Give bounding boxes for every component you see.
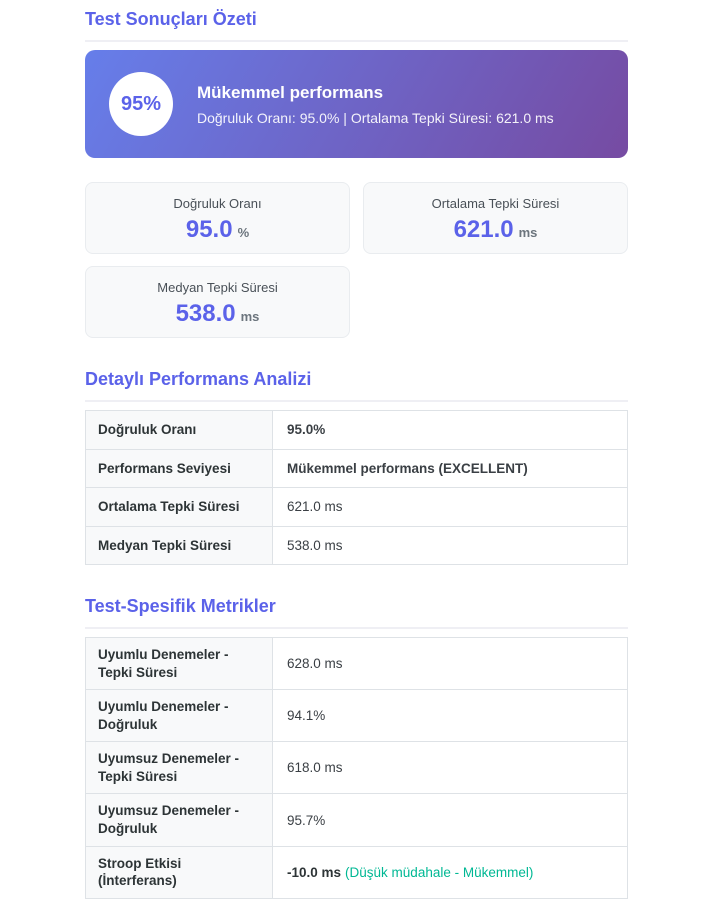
metric-card-accuracy: Doğruluk Oranı 95.0% [85,182,350,254]
metric-card-value: 621.0 [453,216,514,243]
table-row: Performans Seviyesi Mükemmel performans … [85,448,628,489]
metric-label: Uyumlu Denemeler - Doğruluk [85,689,273,743]
metric-card-unit: ms [518,225,538,240]
metric-value: 95.0% [272,410,628,450]
metric-value: Mükemmel performans (EXCELLENT) [272,448,628,489]
metric-value: 628.0 ms [272,637,628,691]
metric-card-unit: % [237,225,250,240]
table-row: Doğruluk Oranı 95.0% [85,410,628,450]
metric-value: 621.0 ms [272,487,628,527]
metric-value-composite: -10.0 ms (Düşük müdahale - Mükemmel) [272,845,628,899]
table-row: Uyumlu Denemeler - Tepki Süresi 628.0 ms [85,637,628,691]
metric-cards: Doğruluk Oranı 95.0% Ortalama Tepki Süre… [85,182,628,338]
table-row: Stroop Etkisi (İnterferans) -10.0 ms (Düş… [85,845,628,899]
performance-subline: Doğruluk Oranı: 95.0% | Ortalama Tepki S… [197,109,554,126]
metric-label: Uyumsuz Denemeler - Doğruluk [85,793,273,847]
metric-value: 618.0 ms [272,741,628,795]
analysis-section-title: Detaylı Performans Analizi [85,369,628,402]
metric-card-label: Doğruluk Oranı [173,196,262,211]
score-banner: 95% Mükemmel performans Doğruluk Oranı: … [85,50,628,158]
metric-label: Medyan Tepki Süresi [85,525,273,566]
score-badge: 95% [109,72,173,136]
test-specific-section: Test-Spesifik Metrikler Uyumlu Denemeler… [85,596,628,899]
metric-label: Ortalama Tepki Süresi [85,487,273,527]
metric-value: 538.0 ms [272,525,628,566]
metric-card-label: Ortalama Tepki Süresi [431,196,560,211]
stroop-effect-value: -10.0 ms [287,864,342,880]
test-specific-table: Uyumlu Denemeler - Tepki Süresi 628.0 ms… [85,637,628,899]
table-row: Medyan Tepki Süresi 538.0 ms [85,525,628,566]
metric-label: Uyumsuz Denemeler - Tepki Süresi [85,741,273,795]
metric-label: Uyumlu Denemeler - Tepki Süresi [85,637,273,691]
stroop-effect-note: (Düşük müdahale - Mükemmel) [345,864,534,880]
metric-label: Doğruluk Oranı [85,410,273,450]
analysis-section: Detaylı Performans Analizi Doğruluk Oran… [85,369,628,566]
metric-card-value: 538.0 [175,300,236,327]
banner-text: Mükemmel performans Doğruluk Oranı: 95.0… [197,83,554,126]
metric-label: Performans Seviyesi [85,448,273,489]
metric-card-mean-rt: Ortalama Tepki Süresi 621.0 ms [363,182,628,254]
analysis-table: Doğruluk Oranı 95.0% Performans Seviyesi… [85,410,628,566]
metric-card-value: 95.0 [185,216,233,243]
results-page: Test Sonuçları Özeti 95% Mükemmel perfor… [85,0,628,899]
page-title: Test Sonuçları Özeti [85,9,628,42]
metric-card-median-rt: Medyan Tepki Süresi 538.0 ms [85,266,350,338]
table-row: Uyumsuz Denemeler - Doğruluk 95.7% [85,793,628,847]
metric-value: 94.1% [272,689,628,743]
metric-value: 95.7% [272,793,628,847]
metric-label: Stroop Etkisi (İnterferans) [85,845,273,899]
table-row: Uyumsuz Denemeler - Tepki Süresi 618.0 m… [85,741,628,795]
metric-card-label: Medyan Tepki Süresi [157,280,278,295]
table-row: Uyumlu Denemeler - Doğruluk 94.1% [85,689,628,743]
test-specific-section-title: Test-Spesifik Metrikler [85,596,628,630]
performance-headline: Mükemmel performans [197,82,384,102]
metric-card-unit: ms [240,309,260,324]
table-row: Ortalama Tepki Süresi 621.0 ms [85,487,628,527]
